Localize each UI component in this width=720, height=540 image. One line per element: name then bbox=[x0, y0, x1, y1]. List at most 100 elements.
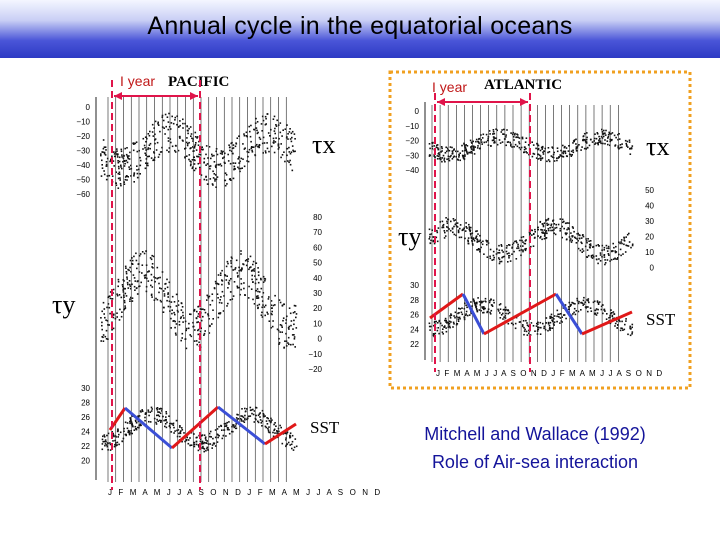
pacific-tauy-dot bbox=[170, 301, 173, 303]
pacific-taux-dot bbox=[127, 157, 130, 160]
pacific-taux-dot bbox=[265, 123, 267, 125]
atlantic-taux-dot bbox=[493, 136, 495, 139]
pacific-sst-dot bbox=[119, 431, 122, 434]
pacific-tauy-dot bbox=[112, 327, 115, 330]
pacific-tauy-dot bbox=[119, 308, 121, 311]
pacific-sst-dot bbox=[214, 445, 217, 447]
atlantic-tauy-dot bbox=[604, 263, 606, 266]
pacific-taux-dot bbox=[101, 151, 103, 153]
atlantic-tauy-dot bbox=[549, 227, 551, 229]
pacific-taux-dot bbox=[123, 165, 126, 167]
pacific-taux-dot bbox=[148, 144, 151, 146]
pacific-sst-dot bbox=[128, 433, 131, 436]
atlantic-tauy-dot bbox=[576, 238, 578, 240]
pacific-tauy-dot bbox=[208, 318, 210, 320]
atlantic-tauy-dot bbox=[568, 222, 570, 224]
pacific-sst-dot bbox=[216, 433, 219, 436]
atlantic-taux-dot bbox=[505, 134, 507, 136]
atlantic-taux-dot bbox=[474, 146, 476, 148]
pacific-sst-dot bbox=[160, 410, 163, 412]
pacific-tauy-dot bbox=[129, 298, 131, 300]
pacific-sst-dot bbox=[104, 439, 107, 441]
atlantic-sst-dot bbox=[547, 321, 550, 324]
atlantic-tauy-dot bbox=[547, 223, 550, 226]
atlantic-sst-dot bbox=[549, 317, 551, 319]
atlantic-sst-dot bbox=[593, 312, 596, 315]
pacific-tauy-dot bbox=[116, 294, 119, 297]
atlantic-sst-dot bbox=[590, 310, 593, 312]
atlantic-tauy-dot bbox=[486, 243, 488, 246]
pacific-taux-dot bbox=[278, 146, 280, 149]
atlantic-sst-dot bbox=[556, 320, 558, 323]
pacific-sst-dot bbox=[170, 422, 172, 425]
pacific-sst-dot bbox=[106, 444, 108, 446]
pacific-tauy-dot bbox=[101, 310, 103, 313]
atlantic-taux-dot bbox=[473, 148, 475, 150]
pacific-tauy-dot bbox=[187, 327, 190, 330]
pacific-sst-dot bbox=[221, 437, 224, 440]
pacific-taux-dot bbox=[126, 161, 129, 164]
atlantic-sst-dot bbox=[457, 316, 459, 319]
pacific-year-label: I year bbox=[120, 73, 155, 89]
atlantic-month-labels: J F M A M J J A S O N D J F M A M J J A … bbox=[436, 369, 663, 378]
pacific-taux-dot bbox=[255, 117, 257, 120]
atlantic-tauy-dot bbox=[458, 236, 461, 239]
atlantic-sst-dot bbox=[445, 321, 447, 323]
atlantic-sst-dot bbox=[449, 326, 451, 329]
pacific-sst-label: SST bbox=[310, 418, 340, 437]
atlantic-tauy-dot bbox=[453, 219, 455, 222]
pacific-sst-dot bbox=[255, 418, 257, 421]
atlantic-sst-dot bbox=[556, 315, 558, 318]
atlantic-tauy-dot bbox=[481, 243, 484, 246]
pacific-taux-dot bbox=[259, 138, 262, 140]
atlantic-tauy-dot bbox=[581, 234, 584, 237]
pacific-tauy-dot bbox=[237, 274, 239, 277]
pacific-taux-dot bbox=[117, 153, 119, 155]
pacific-taux-dot bbox=[211, 155, 214, 157]
atlantic-tauy-dot bbox=[598, 245, 600, 247]
atlantic-taux-dot bbox=[506, 129, 508, 131]
atlantic-taux-dot bbox=[547, 151, 549, 154]
atlantic-tauy-dot bbox=[534, 228, 536, 231]
pacific-taux-dot bbox=[119, 177, 121, 179]
atlantic-taux-dot bbox=[604, 139, 606, 141]
atlantic-taux-dot bbox=[470, 148, 473, 150]
pacific-taux-dot bbox=[162, 119, 165, 122]
pacific-sst-dot bbox=[157, 414, 160, 416]
atlantic-taux-dot bbox=[520, 146, 523, 149]
atlantic-sst-dot bbox=[433, 321, 436, 324]
pacific-tauy-dot bbox=[207, 313, 209, 315]
atlantic-sst-dot bbox=[449, 317, 452, 319]
atlantic-sst-dot bbox=[465, 310, 468, 313]
pacific-taux-dot bbox=[167, 128, 170, 131]
pacific-sst-dot bbox=[160, 407, 162, 410]
pacific-tauy-dot bbox=[270, 327, 272, 329]
atlantic-sst-dot bbox=[518, 321, 521, 323]
atlantic-taux-dot bbox=[626, 144, 628, 146]
pacific-taux-dot bbox=[123, 155, 125, 157]
atlantic-tauy-dot bbox=[530, 245, 532, 248]
pacific-taux-dot bbox=[254, 128, 256, 131]
pacific-taux-dot bbox=[281, 154, 284, 156]
pacific-taux-dot bbox=[262, 136, 265, 139]
pacific-taux-dot bbox=[145, 154, 147, 156]
pacific-tauy-dot bbox=[177, 304, 180, 306]
pacific-sst-dot bbox=[235, 417, 238, 419]
atlantic-sst-dot bbox=[507, 309, 510, 312]
atlantic-tauy-dot bbox=[501, 256, 503, 259]
pacific-tauy-dot bbox=[148, 270, 150, 273]
atlantic-sst-dot bbox=[559, 317, 562, 319]
title-bar bbox=[0, 0, 720, 58]
pacific-tauy-dot bbox=[221, 279, 223, 281]
pacific-sst-dot bbox=[189, 437, 191, 439]
pacific-tauy-dot bbox=[167, 292, 169, 294]
atlantic-tauy-dot bbox=[592, 245, 595, 248]
atlantic-taux-dot bbox=[585, 141, 588, 143]
atlantic-tauy-dot bbox=[587, 238, 589, 240]
atlantic-sst-dot bbox=[631, 333, 633, 335]
pacific-taux-dot bbox=[287, 160, 289, 162]
pacific-taux-dot bbox=[275, 137, 277, 139]
atlantic-taux-dot bbox=[481, 143, 483, 145]
pacific-tauy-dot bbox=[131, 257, 133, 259]
atlantic-sst-dot bbox=[436, 322, 439, 324]
